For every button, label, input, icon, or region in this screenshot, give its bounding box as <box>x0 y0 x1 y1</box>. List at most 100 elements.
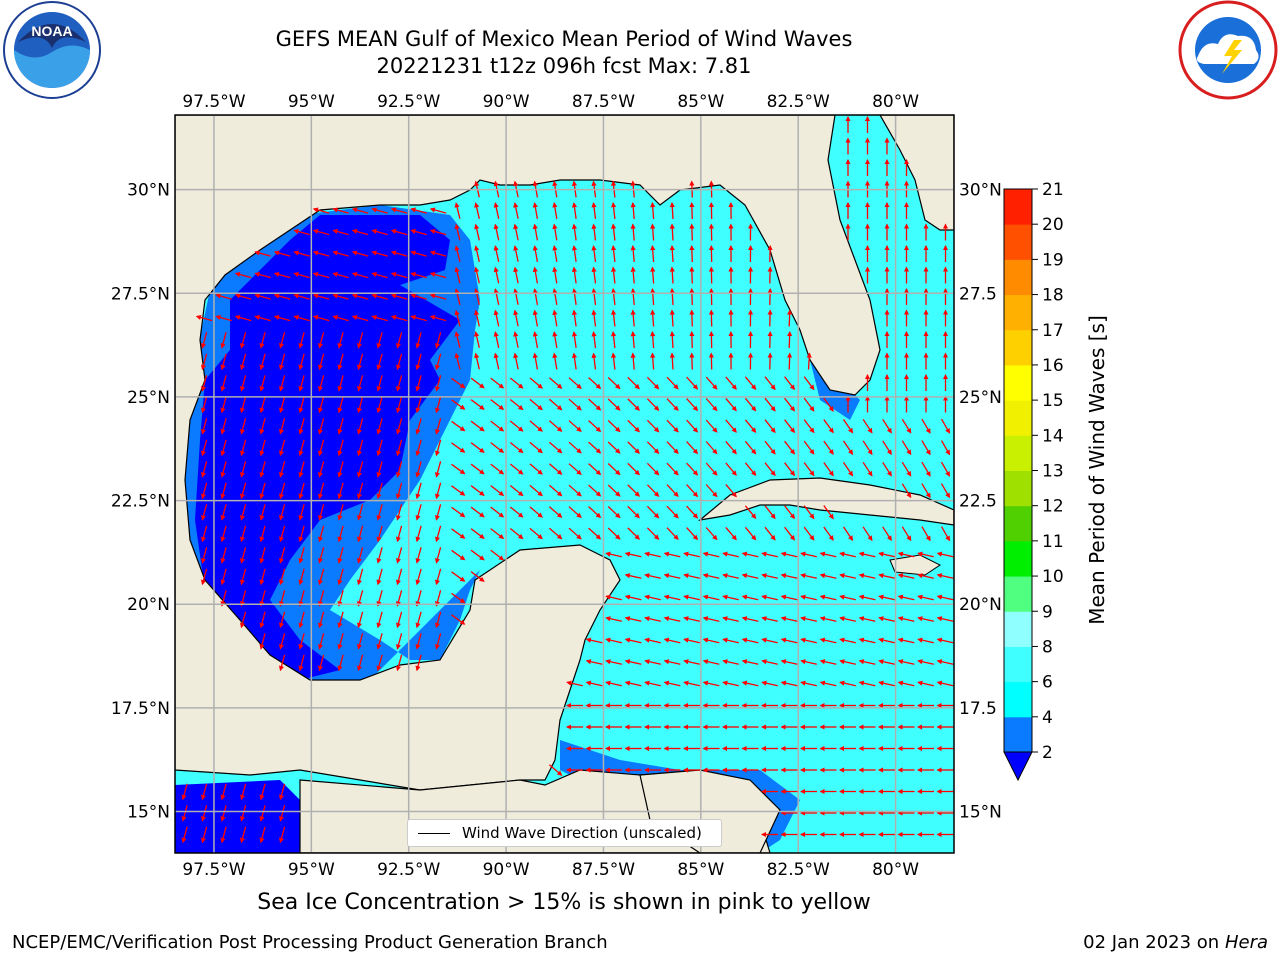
wave-direction-arrow <box>669 287 675 306</box>
wave-direction-arrow <box>239 396 247 414</box>
wave-direction-arrow <box>239 418 247 435</box>
plot-subtitle: 20221231 t12z 096h fcst Max: 7.81 <box>376 54 752 78</box>
wave-direction-arrow <box>181 826 188 844</box>
wave-direction-arrow <box>650 287 656 306</box>
colorbar-tick-label: 2 <box>1042 743 1053 763</box>
wave-direction-arrow <box>200 332 208 349</box>
wave-direction-arrow <box>312 293 330 300</box>
wave-direction-arrow <box>624 659 642 665</box>
wave-direction-arrow <box>862 461 873 477</box>
wave-direction-arrow <box>317 418 325 435</box>
wave-direction-arrow <box>390 250 408 257</box>
wave-direction-arrow <box>683 573 700 579</box>
wave-direction-arrow <box>259 633 266 650</box>
colorbar-segment <box>1004 611 1032 647</box>
wave-direction-arrow <box>705 462 718 476</box>
wave-direction-arrow <box>317 633 325 650</box>
wave-direction-arrow <box>722 551 739 558</box>
wave-direction-arrow <box>451 485 466 496</box>
footer-date: 02 Jan 2023 on Hera <box>1083 932 1268 953</box>
wave-direction-arrow <box>591 223 597 241</box>
wave-direction-arrow <box>273 293 291 300</box>
wave-direction-arrow <box>454 245 461 262</box>
wave-direction-arrow <box>532 202 539 220</box>
map-frame <box>174 114 955 854</box>
wave-direction-arrow <box>800 594 817 601</box>
wave-direction-arrow <box>800 637 817 644</box>
wave-direction-arrow <box>259 482 266 500</box>
wave-direction-arrow <box>509 420 524 432</box>
wave-direction-arrow <box>490 485 505 497</box>
wave-direction-arrow <box>317 461 325 478</box>
wave-direction-arrow <box>434 590 442 607</box>
wave-direction-arrow <box>552 266 558 284</box>
wave-direction-arrow <box>702 637 720 644</box>
wave-direction-arrow <box>337 633 344 650</box>
wave-direction-arrow <box>897 594 915 601</box>
wave-direction-arrow <box>764 419 776 434</box>
wave-direction-arrow <box>434 547 442 564</box>
wave-direction-arrow <box>200 805 208 822</box>
wave-direction-arrow <box>220 418 227 435</box>
wave-direction-arrow <box>434 396 442 414</box>
wave-direction-arrow <box>429 271 447 279</box>
wave-direction-arrow <box>806 352 812 370</box>
wave-direction-arrow <box>644 594 661 601</box>
wave-direction-arrow <box>591 331 597 348</box>
wave-direction-arrow <box>571 288 578 305</box>
wave-direction-arrow <box>744 419 757 434</box>
wave-direction-arrow <box>298 611 305 629</box>
map-legend: Wind Wave Direction (unscaled) <box>407 819 722 847</box>
colorbar-tick-label: 12 <box>1042 497 1064 517</box>
wave-direction-arrow <box>259 805 266 822</box>
wave-direction-arrow <box>725 483 737 498</box>
wave-direction-arrow <box>605 616 622 622</box>
wave-direction-arrow <box>356 396 364 414</box>
wave-direction-arrow <box>780 637 798 644</box>
wave-direction-arrow <box>470 377 485 389</box>
wave-direction-arrow <box>702 573 720 579</box>
lat-tick-left: 15°N <box>127 803 170 823</box>
wave-direction-arrow <box>454 202 461 219</box>
wave-direction-arrow <box>415 482 422 500</box>
wave-direction-arrow <box>585 637 603 644</box>
wave-direction-arrow <box>332 271 349 279</box>
wave-direction-arrow <box>395 396 403 414</box>
wave-direction-arrow <box>666 398 679 412</box>
colorbar-segment <box>1004 646 1032 683</box>
wave-direction-arrow <box>780 616 798 622</box>
colorbar-tick-label: 4 <box>1042 708 1053 728</box>
wave-direction-arrow <box>278 654 286 672</box>
wave-direction-arrow <box>764 462 776 477</box>
wave-direction-arrow <box>571 266 578 284</box>
wave-direction-arrow <box>415 654 422 672</box>
wave-direction-arrow <box>490 377 505 389</box>
wave-direction-arrow <box>239 611 247 629</box>
wave-direction-arrow <box>650 309 656 327</box>
wave-direction-arrow <box>356 482 364 500</box>
wave-direction-arrow <box>434 375 442 392</box>
wave-direction-arrow <box>337 590 344 607</box>
wave-direction-arrow <box>493 352 500 370</box>
wave-direction-arrow <box>686 484 699 498</box>
wave-direction-arrow <box>513 266 519 284</box>
wave-direction-arrow <box>415 332 422 349</box>
wave-direction-arrow <box>588 377 602 390</box>
wave-direction-arrow <box>610 266 617 284</box>
wave-direction-arrow <box>548 398 563 411</box>
wave-direction-arrow <box>839 551 856 558</box>
lon-tick-top: 95°W <box>288 92 335 112</box>
wave-direction-arrow <box>878 616 895 622</box>
wave-direction-arrow <box>552 331 558 349</box>
wave-direction-arrow <box>200 783 208 801</box>
wave-direction-arrow <box>624 637 642 644</box>
wave-direction-arrow <box>784 462 796 477</box>
lat-tick-left: 22.5°N <box>111 492 170 512</box>
wave-direction-arrow <box>337 353 344 371</box>
wave-direction-arrow <box>823 526 834 541</box>
land-north-america <box>175 115 881 791</box>
wave-direction-arrow <box>823 397 834 412</box>
wave-direction-arrow <box>337 375 344 392</box>
wave-direction-arrow <box>666 419 679 433</box>
colorbar-segment <box>1004 576 1032 612</box>
